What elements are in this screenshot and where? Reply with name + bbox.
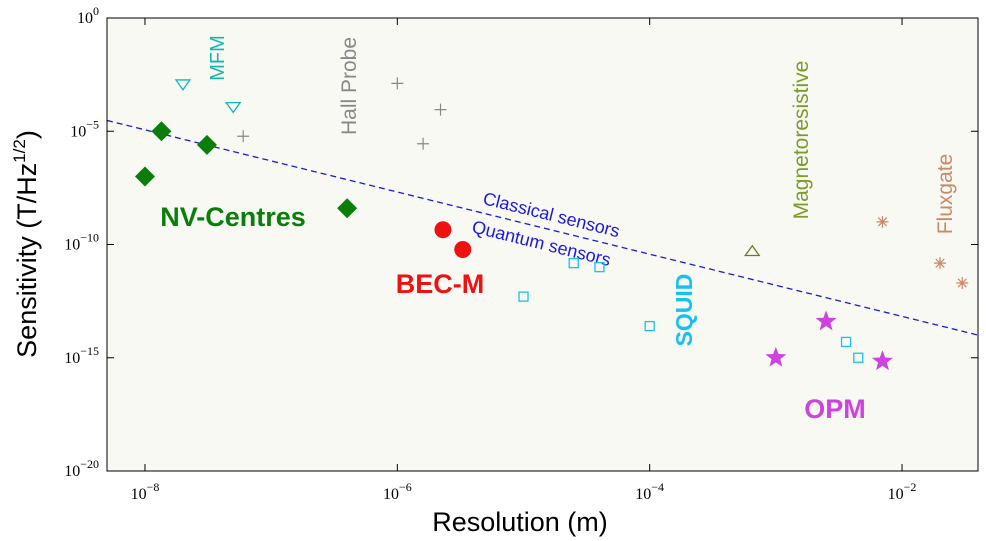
y-axis-title-exp: 1/2 [10,139,29,163]
y-tick-exp: −10 [80,231,99,245]
x-tick-exp: −6 [399,480,412,494]
y-tick-label: 10−15 [64,344,99,367]
opm-point [872,350,893,371]
hall-probe-point [434,103,447,116]
hall-probe-point [417,137,430,150]
y-tick-label: 10−20 [64,457,99,480]
nv-centres-point [337,198,358,219]
y-tick-base: 10 [77,10,93,27]
y-axis-title-main: Sensitivity (T/Hz [12,163,42,358]
fluxgate-label: Fluxgate [934,154,957,235]
y-tick-label: 10−10 [64,231,99,254]
x-axis-title: Resolution (m) [432,507,608,537]
x-tick-base: 10 [131,486,147,503]
x-tick-label: 10−4 [635,480,664,503]
opm-point [815,310,837,331]
y-tick-exp: −20 [80,457,99,471]
y-tick-base: 10 [70,123,86,140]
x-tick-label: 10−8 [131,480,160,503]
nv-centres-point [196,134,217,155]
fluxgate-point [876,215,889,228]
hall-probe-point [237,130,250,143]
fluxgate-point [956,276,969,289]
nv-centres-point [151,121,172,142]
y-tick-exp: −5 [86,117,99,131]
magnetoresistive-label: Magnetoresistive [790,61,813,220]
squid-point [594,261,605,273]
x-tick-base: 10 [383,486,399,503]
hall-probe-point [391,77,404,90]
bec-m-point [434,221,452,239]
x-tick-base: 10 [635,486,651,503]
y-axis-title: Sensitivity (T/Hz1/2) [10,130,42,358]
x-tick-label: 10−2 [888,480,917,503]
squid-point [518,291,529,302]
mfm-point [224,101,242,114]
squid-point [644,320,655,332]
nv-centres-point [134,166,155,187]
bec-m-point [454,241,472,259]
series-label-layer: NV-Centres MFM Hall Probe BEC-M SQUID OPM Magn… [160,35,957,424]
squid-point [853,352,864,363]
y-tick-base: 10 [64,350,80,367]
y-tick-exp: 0 [93,4,99,18]
y-tick-base: 10 [64,463,80,480]
x-tick-label: 10−6 [383,480,412,503]
mfm-point [174,79,192,91]
squid-point [568,258,579,269]
y-tick-exp: −15 [80,344,99,358]
plot-background [107,18,978,471]
opm-label: OPM [804,394,866,424]
y-tick-label: 100 [77,4,99,27]
squid-point [840,336,852,348]
y-tick-base: 10 [64,237,80,254]
nv-centres-label: NV-Centres [160,202,306,232]
opm-point [765,346,787,367]
squid-label: SQUID [671,274,697,347]
x-tick-base: 10 [888,486,904,503]
mfm-label: MFM [207,35,229,81]
fluxgate-point [934,257,947,270]
y-tick-label: 10−5 [70,117,99,140]
hall-probe-label: Hall Probe [338,37,361,135]
x-tick-exp: −2 [904,480,917,494]
bec-m-label: BEC-M [396,269,485,299]
y-axis-title-close: ) [12,130,42,139]
series-layer [134,77,969,371]
magnetoresistive-point [743,244,761,257]
x-tick-exp: −4 [651,480,664,494]
x-tick-exp: −8 [147,480,160,494]
